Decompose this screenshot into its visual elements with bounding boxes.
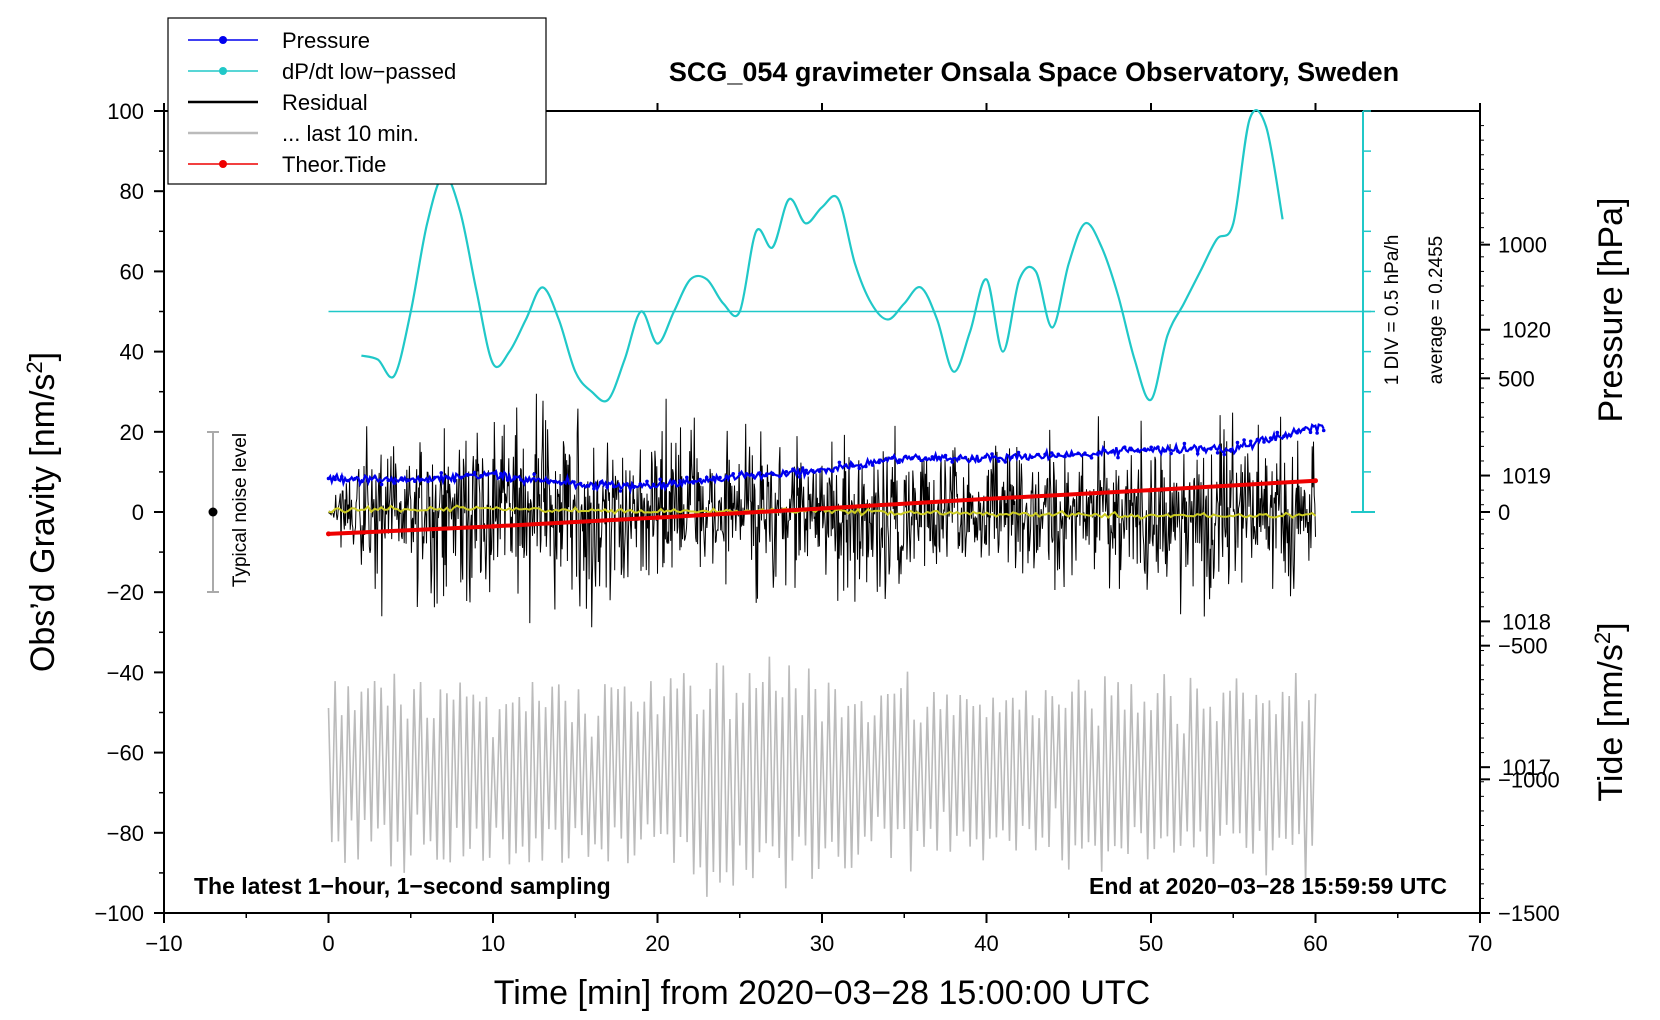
y-axis-label-tide-sup: 2 (1590, 632, 1615, 644)
tide-point (326, 531, 331, 537)
y-tick-label-left: −40 (107, 660, 144, 685)
tide-point (1148, 487, 1154, 493)
tide-tick-label: −1000 (1498, 767, 1560, 792)
tide-point (1313, 478, 1318, 484)
data-traces (326, 108, 1375, 897)
pressure-tick-label: 1017 (1502, 755, 1551, 780)
y-axis-label-left-sup: 2 (22, 361, 47, 373)
tide-point (984, 496, 989, 502)
x-axis-label: Time [min] from 2020−03−28 15:00:00 UTC (494, 974, 1150, 1012)
x-tick-label: 0 (322, 931, 334, 956)
pressure-point (1169, 451, 1173, 456)
y-tick-label-left: −20 (107, 580, 144, 605)
tide-point (490, 523, 496, 529)
y-tick-label-left: 20 (120, 420, 144, 445)
legend-marker (219, 67, 227, 75)
legend-marker (219, 36, 227, 44)
pressure-point (990, 452, 994, 456)
y-axis-label-pressure: Pressure [hPa] (1592, 198, 1630, 423)
y-tick-label-left: −100 (94, 901, 144, 926)
x-tick-label: 10 (481, 931, 505, 956)
pressure-point (618, 489, 623, 493)
x-tick-label: 40 (974, 931, 998, 956)
x-tick-label: 30 (810, 931, 834, 956)
pressure-tick-label: 1020 (1502, 318, 1551, 343)
plot-frame (163, 110, 1481, 914)
pressure-point (379, 482, 384, 487)
pressure-point (857, 466, 862, 471)
y-axis-label-tide: Tide [nm/s2] (1590, 622, 1630, 801)
legend-label: ... last 10 min. (282, 121, 419, 146)
pressure-point (532, 472, 536, 477)
legend: Pressure dP/dt low−passed Residual ... last… (167, 17, 547, 185)
y-tick-label-left: 0 (132, 500, 144, 525)
pressure-point (1315, 431, 1319, 435)
noise-level-dot (208, 507, 218, 517)
pressure-point (645, 479, 649, 484)
noise-level-indicator: Typical noise level (207, 431, 251, 593)
tide-tick-label: −500 (1498, 634, 1548, 659)
legend-label: dP/dt low−passed (282, 59, 456, 84)
y-tick-label-left: 100 (107, 99, 144, 124)
y-tick-label-left: 80 (120, 179, 144, 204)
axes: −10 0 10 20 30 40 50 60 70−100−80−60−40−20020406… (94, 99, 1559, 956)
pressure-point (1321, 428, 1326, 433)
pressure-tick-label: 1018 (1502, 609, 1551, 634)
pressure-point (950, 460, 954, 464)
chart-title: SCG_054 gravimeter Onsala Space Observat… (669, 57, 1399, 87)
x-tick-label: 70 (1468, 931, 1492, 956)
tide-tick-label: 1000 (1498, 233, 1547, 258)
bottom-right-note: End at 2020−03−28 15:59:59 UTC (1089, 873, 1447, 899)
y-tick-label-left: 40 (120, 340, 144, 365)
pressure-point (1222, 452, 1226, 457)
legend-label: Residual (282, 90, 368, 115)
pressure-point (930, 455, 935, 459)
pressure-point (837, 460, 842, 465)
pressure-point (658, 477, 662, 482)
pressure-point (784, 470, 789, 474)
dpdt-average-label: average = 0.2455 (1426, 236, 1447, 384)
series-pressure (327, 422, 1325, 495)
x-tick-label: 50 (1139, 931, 1163, 956)
pressure-point (718, 475, 722, 480)
pressure-tick-label: 1019 (1502, 464, 1551, 489)
x-tick-label: −10 (145, 931, 182, 956)
dpdt-scale-label: 1 DIV = 0.5 hPa/h (1382, 235, 1403, 386)
y-tick-label-left: 60 (120, 259, 144, 284)
tide-tick-label: 0 (1498, 500, 1510, 525)
pressure-point (472, 470, 477, 475)
pressure-point (996, 459, 1001, 463)
bottom-left-note: The latest 1−hour, 1−second sampling (194, 873, 611, 899)
series-residual (328, 393, 1316, 628)
series-dpdt (361, 108, 1284, 403)
tide-point (819, 506, 825, 511)
tide-tick-label: −1500 (1498, 901, 1560, 926)
y-tick-label-left: −80 (107, 821, 144, 846)
y-axis-label-left: Obs’d Gravity [nm/s2] (22, 352, 62, 672)
pressure-point (1049, 451, 1054, 455)
series-last-10-min (327, 656, 1317, 897)
dpdt-scale: 1 DIV = 0.5 hPa/h average = 0.2455 (1382, 235, 1447, 386)
pressure-point (333, 477, 337, 482)
y-tick-label-left: −60 (107, 741, 144, 766)
legend-label: Theor.Tide (282, 152, 386, 177)
tide-point (655, 515, 660, 521)
legend-marker (219, 160, 227, 168)
x-tick-label: 20 (645, 931, 669, 956)
pressure-point (1149, 445, 1153, 450)
x-tick-label: 60 (1303, 931, 1327, 956)
pressure-point (1215, 451, 1220, 455)
tide-tick-label: 500 (1498, 366, 1535, 391)
legend-label: Pressure (282, 28, 370, 53)
noise-level-label: Typical noise level (230, 433, 251, 587)
